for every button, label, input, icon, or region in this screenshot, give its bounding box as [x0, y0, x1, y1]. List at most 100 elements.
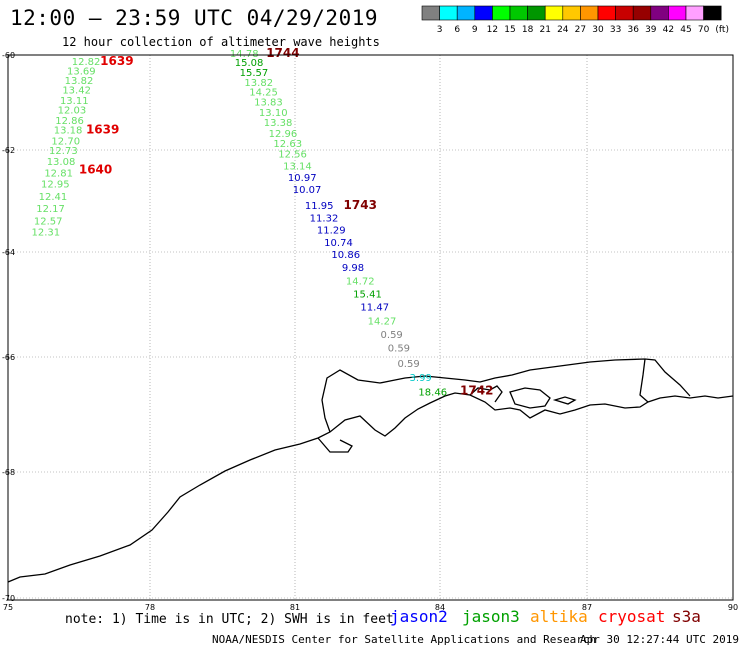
wave-height-label: 12.56: [278, 150, 307, 161]
wave-height-label: 12.86: [55, 116, 84, 127]
wave-height-label: 13.42: [62, 86, 91, 97]
satellite-legend-s3a: s3a: [672, 607, 701, 626]
ice-shelf-path: [321, 358, 691, 433]
wave-height-label: 11.47: [360, 303, 389, 314]
wave-height-label: 12.95: [41, 180, 70, 191]
wave-height-label: 15.57: [240, 68, 269, 79]
wave-height-label: 14.72: [346, 276, 375, 287]
longitude-tick-label: 81: [290, 603, 300, 610]
island-path-2: [552, 396, 577, 405]
longitude-tick-label: 90: [728, 603, 738, 610]
wave-height-label: 12.73: [49, 146, 78, 157]
coast-inlet-path: [317, 437, 353, 453]
wave-height-label: 9.98: [342, 263, 364, 274]
color-scale-label: 42: [663, 25, 674, 35]
wave-height-label: 13.11: [60, 96, 89, 107]
color-scale-label: 18: [522, 25, 534, 35]
page-title: 12:00 – 23:59 UTC 04/29/2019: [10, 6, 379, 30]
wave-height-label: 15.08: [235, 58, 264, 69]
wave-height-label: 11.95: [305, 201, 334, 212]
wave-height-label: 0.59: [397, 359, 419, 370]
pass-time-labels: 1639 1639 1640 1744 1743 1742: [79, 46, 494, 397]
wave-height-label: 3.99: [410, 373, 432, 384]
wave-height-label: 12.31: [32, 228, 61, 239]
wave-height-label: 13.38: [264, 118, 293, 129]
longitude-tick-label: 87: [582, 603, 592, 610]
color-scale-label: 12: [487, 25, 498, 35]
wave-height-label: 13.18: [54, 126, 83, 137]
satellite-legend-jason3: jason3: [462, 607, 520, 626]
pass-time-label: 1639: [100, 54, 133, 68]
wave-height-label: 13.10: [259, 108, 288, 119]
color-scale-label: 36: [627, 25, 639, 35]
wave-height-label: 10.74: [324, 238, 353, 249]
longitude-tick-label: 84: [435, 603, 445, 610]
wave-height-label: 13.08: [47, 157, 76, 168]
satellite-legend-altika: altika: [530, 607, 588, 626]
wave-height-label: 13.82: [65, 76, 94, 87]
island-path: [509, 387, 551, 409]
wave-height-label: 12.96: [269, 129, 298, 140]
wave-height-label: 11.32: [310, 213, 339, 224]
generation-timestamp: Apr 30 12:27:44 UTC 2019: [580, 633, 739, 646]
coast-bay-path: [469, 385, 503, 403]
altimeter-tracks: 12.8213.6913.8213.4213.1112.0312.8613.18…: [32, 49, 448, 398]
wave-height-label: 12.57: [34, 216, 63, 227]
wave-height-label: 12.17: [36, 204, 65, 215]
color-scale-label: 45: [680, 25, 691, 35]
wave-height-label: 13.83: [254, 98, 283, 109]
wave-height-label: 14.27: [368, 316, 397, 327]
color-scale-label: 9: [472, 25, 478, 35]
footer-note: note: 1) Time is in UTC; 2) SWH is in fe…: [65, 612, 394, 627]
wave-height-label: 0.59: [381, 330, 403, 341]
pass-time-label: 1744: [266, 46, 299, 60]
wave-height-label: 11.29: [317, 226, 346, 237]
color-scale-label: 6: [454, 25, 460, 35]
credit-line: NOAA/NESDIS Center for Satellite Applica…: [212, 633, 597, 646]
wave-height-label: 10.86: [331, 250, 360, 261]
wave-height-label: 14.25: [249, 88, 278, 99]
latitude-tick-label: -68: [2, 468, 15, 477]
latitude-tick-label: -64: [2, 248, 15, 257]
wave-height-label: 13.14: [283, 161, 312, 172]
satellite-legend-jason2: jason2: [390, 607, 448, 626]
pass-time-label: 1640: [79, 162, 112, 176]
wave-height-label: 0.59: [388, 344, 410, 355]
longitude-tick-label: 75: [3, 603, 13, 610]
latitude-tick-label: -70: [2, 594, 15, 603]
wave-height-label: 12.70: [51, 137, 80, 148]
lat-lon-grid: [7, 54, 734, 600]
page-subtitle: 12 hour collection of altimeter wave hei…: [62, 35, 380, 49]
wave-height-label: 10.97: [288, 173, 317, 184]
color-swatch: [703, 5, 722, 21]
ice-tongue-path: [639, 358, 649, 403]
color-scale-label: 3: [437, 25, 443, 35]
color-scale-legend: 3 6 9 12 15 18 21 24 27 30 33 36 39 42 45 70 (ft): [421, 5, 729, 35]
wave-height-label: 18.46: [418, 388, 447, 399]
longitude-tick-label: 78: [145, 603, 155, 610]
map-panel: 12.8213.6913.8213.4213.1112.0312.8613.18…: [2, 46, 738, 610]
satellite-legend-cryosat: cryosat: [598, 607, 666, 626]
wave-height-label: 12.82: [72, 57, 101, 68]
wave-height-label: 13.69: [67, 67, 96, 78]
latitude-tick-label: -66: [2, 353, 15, 362]
wave-height-label: 10.07: [293, 185, 322, 196]
color-scale-label: 15: [504, 25, 515, 35]
antarctic-coastline: [7, 358, 734, 583]
color-scale-label: 39: [645, 25, 657, 35]
latitude-tick-label: -62: [2, 146, 15, 155]
pass-time-label: 1639: [86, 123, 119, 137]
color-scale-label: 24: [557, 25, 569, 35]
color-scale-label: 30: [592, 25, 604, 35]
color-scale-label: 27: [575, 25, 586, 35]
wave-height-label: 12.81: [44, 168, 73, 179]
map-frame: [7, 54, 734, 601]
color-scale-label: 70: [698, 25, 710, 35]
wave-height-label: 15.41: [353, 289, 382, 300]
wave-height-label: 12.41: [39, 192, 68, 203]
pass-time-label: 1742: [460, 383, 493, 397]
color-scale-label: 33: [610, 25, 621, 35]
wave-height-label: 12.03: [58, 106, 87, 117]
coastline-path: [7, 392, 734, 583]
